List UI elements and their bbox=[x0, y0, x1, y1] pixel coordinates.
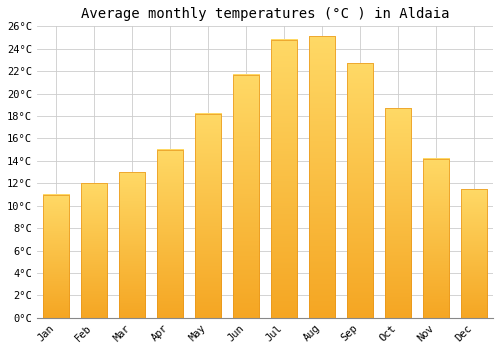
Bar bbox=[384, 108, 411, 318]
Bar bbox=[156, 150, 183, 318]
Bar bbox=[308, 36, 336, 318]
Bar bbox=[80, 183, 107, 318]
Bar bbox=[232, 75, 259, 318]
Bar bbox=[422, 159, 450, 318]
Bar bbox=[460, 189, 487, 318]
Bar bbox=[346, 63, 374, 318]
Bar bbox=[118, 172, 145, 318]
Bar bbox=[42, 195, 69, 318]
Title: Average monthly temperatures (°C ) in Aldaia: Average monthly temperatures (°C ) in Al… bbox=[80, 7, 449, 21]
Bar bbox=[270, 40, 297, 318]
Bar bbox=[194, 114, 221, 318]
